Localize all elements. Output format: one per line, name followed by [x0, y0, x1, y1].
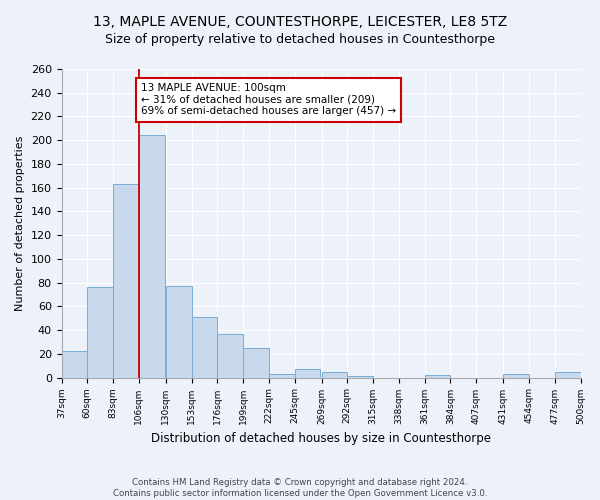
Text: Contains HM Land Registry data © Crown copyright and database right 2024.
Contai: Contains HM Land Registry data © Crown c… — [113, 478, 487, 498]
Bar — [191, 317, 217, 378]
Bar — [243, 348, 269, 378]
Bar — [88, 288, 113, 378]
Bar — [347, 376, 373, 378]
Bar — [62, 352, 88, 378]
Bar — [322, 372, 347, 378]
Bar — [139, 136, 164, 378]
Bar — [217, 334, 243, 378]
Bar — [166, 286, 191, 378]
Bar — [503, 374, 529, 378]
Text: 13 MAPLE AVENUE: 100sqm
← 31% of detached houses are smaller (209)
69% of semi-d: 13 MAPLE AVENUE: 100sqm ← 31% of detache… — [141, 83, 396, 116]
Bar — [425, 375, 451, 378]
Text: 13, MAPLE AVENUE, COUNTESTHORPE, LEICESTER, LE8 5TZ: 13, MAPLE AVENUE, COUNTESTHORPE, LEICEST… — [93, 15, 507, 29]
X-axis label: Distribution of detached houses by size in Countesthorpe: Distribution of detached houses by size … — [151, 432, 491, 445]
Text: Size of property relative to detached houses in Countesthorpe: Size of property relative to detached ho… — [105, 32, 495, 46]
Bar — [269, 374, 295, 378]
Bar — [555, 372, 581, 378]
Y-axis label: Number of detached properties: Number of detached properties — [15, 136, 25, 311]
Bar — [113, 184, 139, 378]
Bar — [295, 370, 320, 378]
